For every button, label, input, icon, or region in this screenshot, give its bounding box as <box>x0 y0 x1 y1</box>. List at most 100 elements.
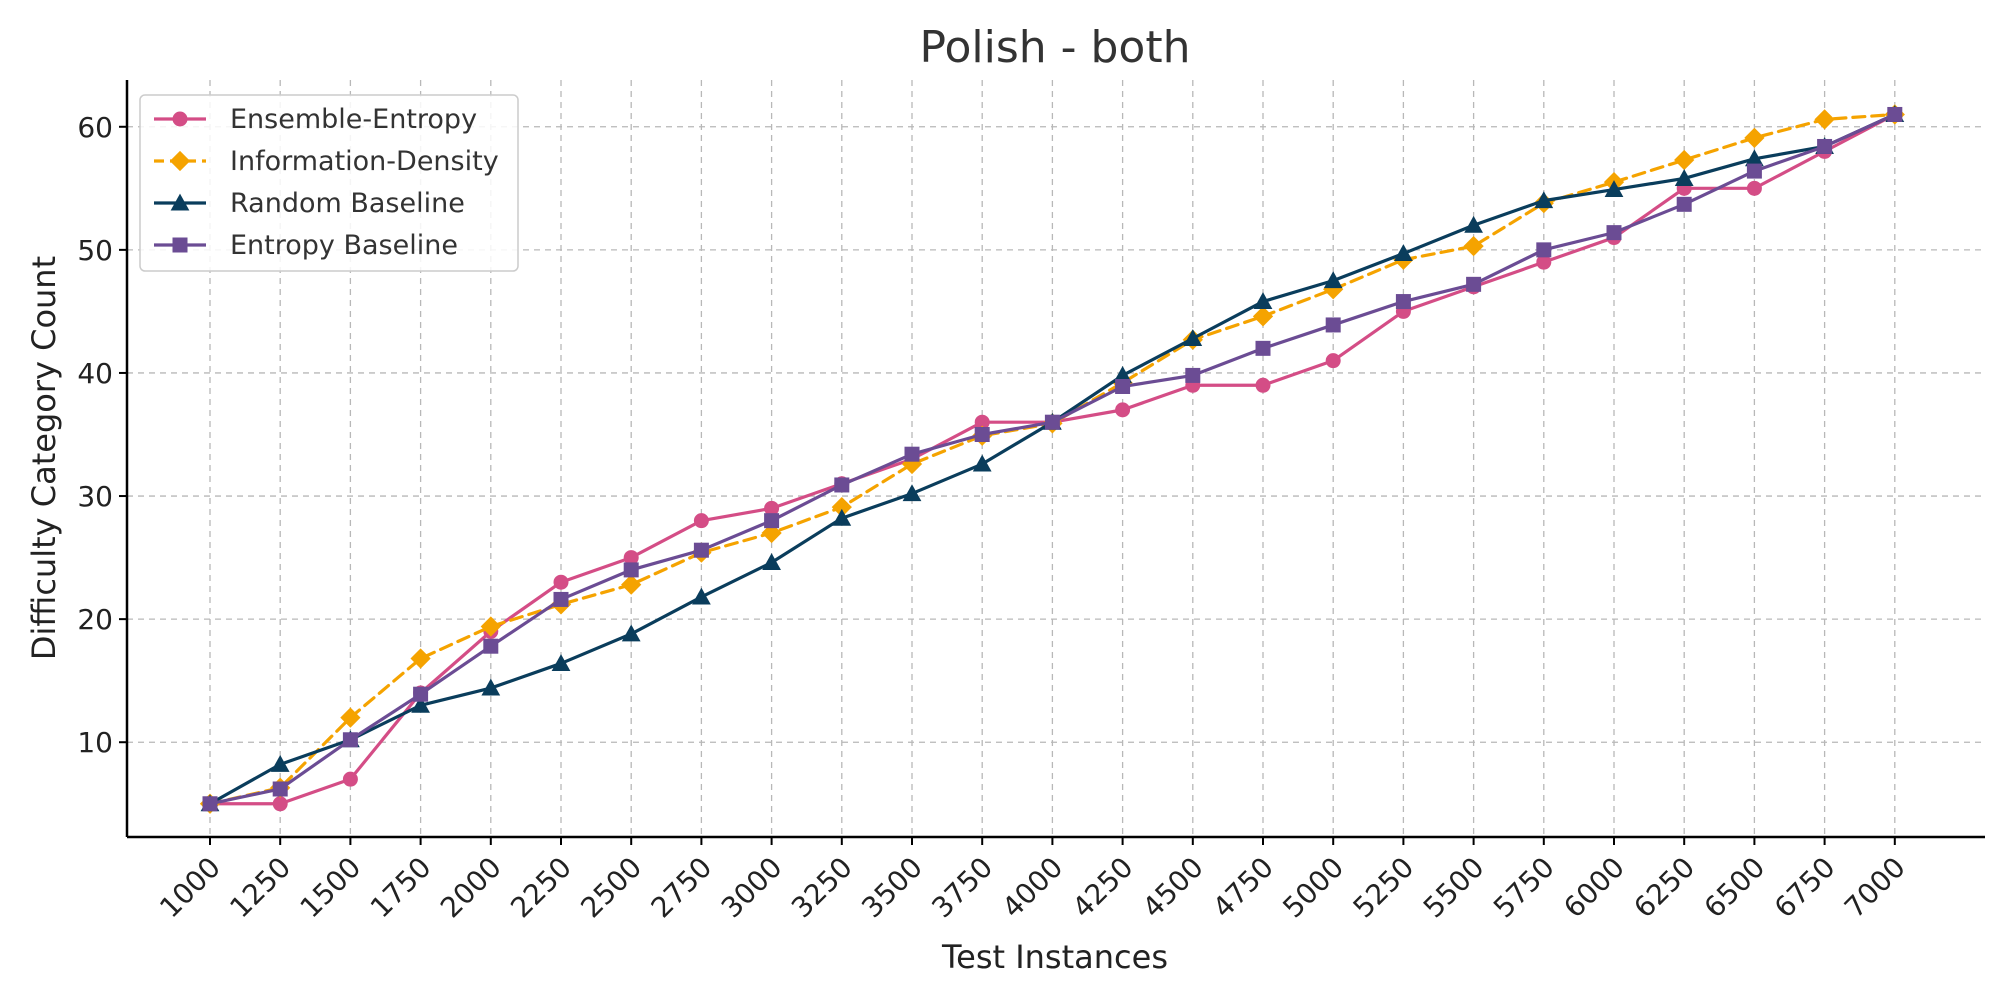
data-point-random-baseline <box>1674 169 1694 186</box>
data-point-random-baseline <box>551 654 571 671</box>
data-point-random-baseline <box>1534 191 1554 209</box>
data-point-information-density <box>831 496 852 518</box>
data-point-ensemble-entropy <box>553 574 569 590</box>
y-tick-label: 20 <box>77 603 113 636</box>
data-point-entropy-baseline <box>693 542 709 558</box>
y-tick-label: 30 <box>77 480 113 513</box>
data-point-random-baseline <box>411 695 430 713</box>
data-point-information-density <box>1252 306 1274 327</box>
x-axis-label: Test Instances <box>941 938 1168 976</box>
legend-box <box>139 94 519 272</box>
data-point-entropy-baseline <box>342 732 358 748</box>
data-point-information-density <box>621 574 642 595</box>
data-point-ensemble-entropy <box>1255 377 1271 393</box>
data-point-information-density <box>1674 149 1695 171</box>
data-point-ensemble-entropy <box>1325 353 1341 369</box>
data-point-ensemble-entropy <box>1746 180 1762 196</box>
x-tick-label: 1500 <box>294 851 368 925</box>
x-tick-label: 2500 <box>574 851 648 925</box>
data-point-ensemble-entropy <box>693 513 709 529</box>
y-tick-label: 10 <box>77 726 113 759</box>
data-point-information-density <box>340 707 361 728</box>
data-point-information-density <box>410 648 431 669</box>
data-point-random-baseline <box>832 508 852 526</box>
data-point-random-baseline <box>762 553 781 571</box>
x-tick-label: 5750 <box>1487 851 1561 925</box>
data-point-entropy-baseline <box>1536 242 1552 258</box>
x-tick-label: 6000 <box>1557 851 1631 925</box>
y-axis-label: Difficulty Category Count <box>25 256 63 660</box>
data-point-entropy-baseline <box>1185 367 1201 383</box>
data-point-ensemble-entropy <box>623 550 639 566</box>
data-point-entropy-baseline <box>904 446 920 462</box>
data-point-random-baseline <box>1113 366 1132 383</box>
data-point-entropy-baseline <box>1395 294 1411 310</box>
series-entropy-baseline <box>202 106 1903 812</box>
x-tick-label: 3500 <box>855 851 929 925</box>
data-point-ensemble-entropy <box>1115 402 1131 418</box>
legend-marker-random-baseline <box>170 193 190 211</box>
x-tick-label: 6500 <box>1698 851 1772 925</box>
legend-marker-information-density <box>169 150 191 172</box>
data-point-entropy-baseline <box>764 513 780 529</box>
data-point-random-baseline <box>270 755 290 772</box>
data-point-random-baseline <box>621 624 641 642</box>
data-point-entropy-baseline <box>623 562 639 578</box>
data-point-random-baseline <box>1253 292 1273 310</box>
x-tick-label: 2250 <box>504 851 578 925</box>
data-point-entropy-baseline <box>272 781 288 797</box>
x-tick-label: 1250 <box>223 851 297 925</box>
axes <box>125 80 1985 839</box>
chart-title: Polish - both <box>920 22 1191 73</box>
data-point-random-baseline <box>1183 329 1203 346</box>
grid <box>127 80 1985 837</box>
x-tick-label: 1750 <box>364 851 438 925</box>
legend-label-entropy-baseline: Entropy Baseline <box>230 230 458 261</box>
data-point-ensemble-entropy <box>272 796 288 812</box>
data-point-entropy-baseline <box>413 686 429 702</box>
legend: Ensemble-Entropy Information-Density Rando… <box>139 94 519 272</box>
data-point-entropy-baseline <box>1817 138 1833 154</box>
x-tick-label: 2750 <box>645 851 719 925</box>
data-point-random-baseline <box>692 587 711 605</box>
data-point-random-baseline <box>1323 271 1343 289</box>
data-point-random-baseline <box>972 454 992 472</box>
legend-marker-ensemble-entropy <box>172 111 188 127</box>
data-point-entropy-baseline <box>1466 276 1482 292</box>
data-point-entropy-baseline <box>1606 225 1622 241</box>
data-point-entropy-baseline <box>1255 340 1271 356</box>
data-point-entropy-baseline <box>834 477 850 493</box>
x-tick-label: 5250 <box>1347 851 1421 925</box>
data-point-random-baseline <box>481 678 501 696</box>
x-tick-label: 4500 <box>1136 851 1210 925</box>
legend-marker-entropy-baseline <box>172 237 188 253</box>
x-tick-label: 6250 <box>1627 851 1701 925</box>
data-point-random-baseline <box>1604 180 1624 198</box>
data-point-entropy-baseline <box>1044 414 1060 430</box>
x-tick-label: 3250 <box>785 851 859 925</box>
data-point-entropy-baseline <box>1887 106 1903 122</box>
legend-label-ensemble-entropy: Ensemble-Entropy <box>230 104 477 135</box>
data-point-ensemble-entropy <box>974 414 990 430</box>
data-point-information-density <box>480 616 501 637</box>
legend-label-random-baseline: Random Baseline <box>230 188 465 219</box>
y-tick-label: 50 <box>77 234 113 267</box>
data-point-ensemble-entropy <box>764 500 780 516</box>
x-tick-label: 5000 <box>1276 851 1350 925</box>
legend-label-information-density: Information-Density <box>230 146 499 177</box>
data-point-information-density <box>1463 236 1484 257</box>
x-tick-label: 3750 <box>925 851 999 925</box>
data-point-entropy-baseline <box>553 591 569 607</box>
data-point-information-density <box>1814 109 1835 130</box>
x-tick-label: 4750 <box>1206 851 1280 925</box>
data-point-entropy-baseline <box>483 638 499 654</box>
y-tick-label: 60 <box>77 111 113 144</box>
data-point-random-baseline <box>902 484 922 502</box>
x-tick-label: 5500 <box>1417 851 1491 925</box>
x-tick-label: 7000 <box>1838 851 1912 925</box>
data-point-ensemble-entropy <box>1536 254 1552 270</box>
x-tick-label: 3000 <box>715 851 789 925</box>
x-tick-label: 2000 <box>434 851 508 925</box>
